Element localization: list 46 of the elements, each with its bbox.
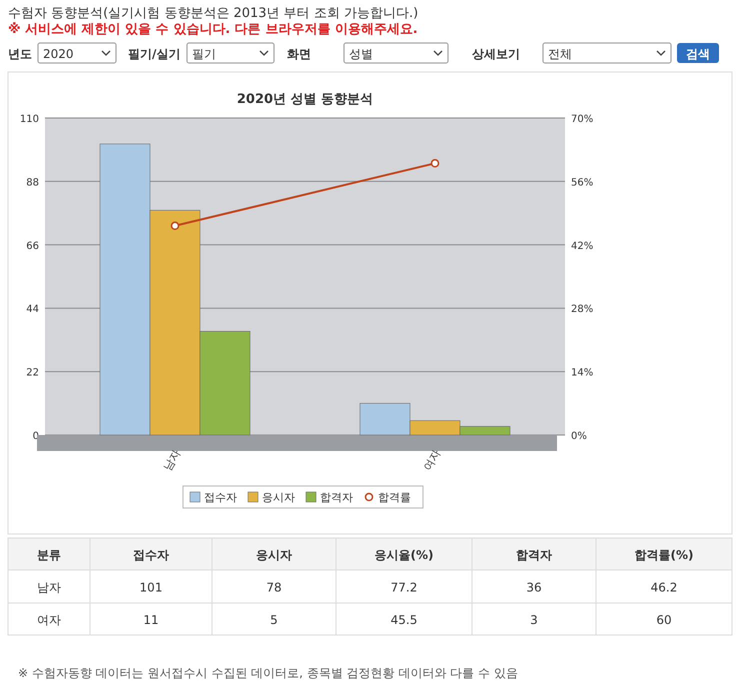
- legend-label: 합격률: [378, 491, 411, 504]
- text: 년도: [8, 47, 32, 61]
- text: 11: [143, 613, 159, 627]
- y2-tick-label: 70%: [571, 114, 594, 125]
- y2-tick-label: 42%: [571, 240, 594, 252]
- y2-tick-label: 14%: [571, 368, 594, 379]
- text: 101: [140, 580, 162, 594]
- text: 필기: [192, 47, 216, 61]
- text: 응시율(%): [374, 548, 434, 562]
- y2-tick-label: 0%: [571, 431, 587, 442]
- text: 분류: [37, 548, 61, 562]
- text: 77.2: [390, 580, 418, 594]
- chart-title: 2020년 성별 동향분석: [236, 92, 374, 107]
- text: 합격자: [516, 548, 552, 562]
- text: 전체: [548, 47, 572, 61]
- y-tick-label: 88: [26, 177, 39, 188]
- text: 60: [656, 613, 672, 627]
- text: 수험자 동향분석(실기시험 동향분석은 2013년 부터 조회 가능합니다.): [8, 6, 418, 21]
- text: 검색: [686, 47, 710, 61]
- text: 성별: [349, 47, 373, 61]
- text: 45.5: [390, 613, 418, 627]
- y-tick-label: 110: [20, 114, 39, 125]
- text: 상세보기: [471, 47, 520, 61]
- text: 2020: [43, 47, 74, 61]
- text: 합격률(%): [634, 548, 694, 562]
- text: 응시자: [256, 548, 292, 562]
- text: 필기/실기: [128, 47, 180, 61]
- text: 화면: [287, 47, 311, 61]
- legend-label: 합격자: [320, 491, 353, 504]
- text: ※ 수험자동향 데이터는 원서접수시 수집된 데이터로, 종목별 검정현황 데이터와 다를 수 있음: [18, 666, 518, 680]
- text: 남자: [37, 580, 61, 594]
- y2-tick-label: 28%: [571, 304, 594, 316]
- y2-tick-label: 56%: [571, 177, 594, 188]
- legend-label: 접수자: [204, 491, 237, 504]
- text: 46.2: [650, 580, 678, 594]
- y-tick-label: 22: [26, 368, 39, 379]
- text: 3: [530, 613, 538, 627]
- text: 여자: [37, 613, 61, 627]
- text: 접수자: [133, 548, 169, 562]
- y-tick-label: 44: [26, 304, 39, 316]
- text: 5: [270, 613, 278, 627]
- text: ※ 서비스에 제한이 있을 수 있습니다. 다른 브라우저를 이용해주세요.: [8, 22, 418, 37]
- text: 78: [266, 580, 282, 594]
- legend-label: 응시자: [262, 491, 295, 504]
- text: 36: [526, 580, 542, 594]
- y-tick-label: 66: [26, 240, 39, 252]
